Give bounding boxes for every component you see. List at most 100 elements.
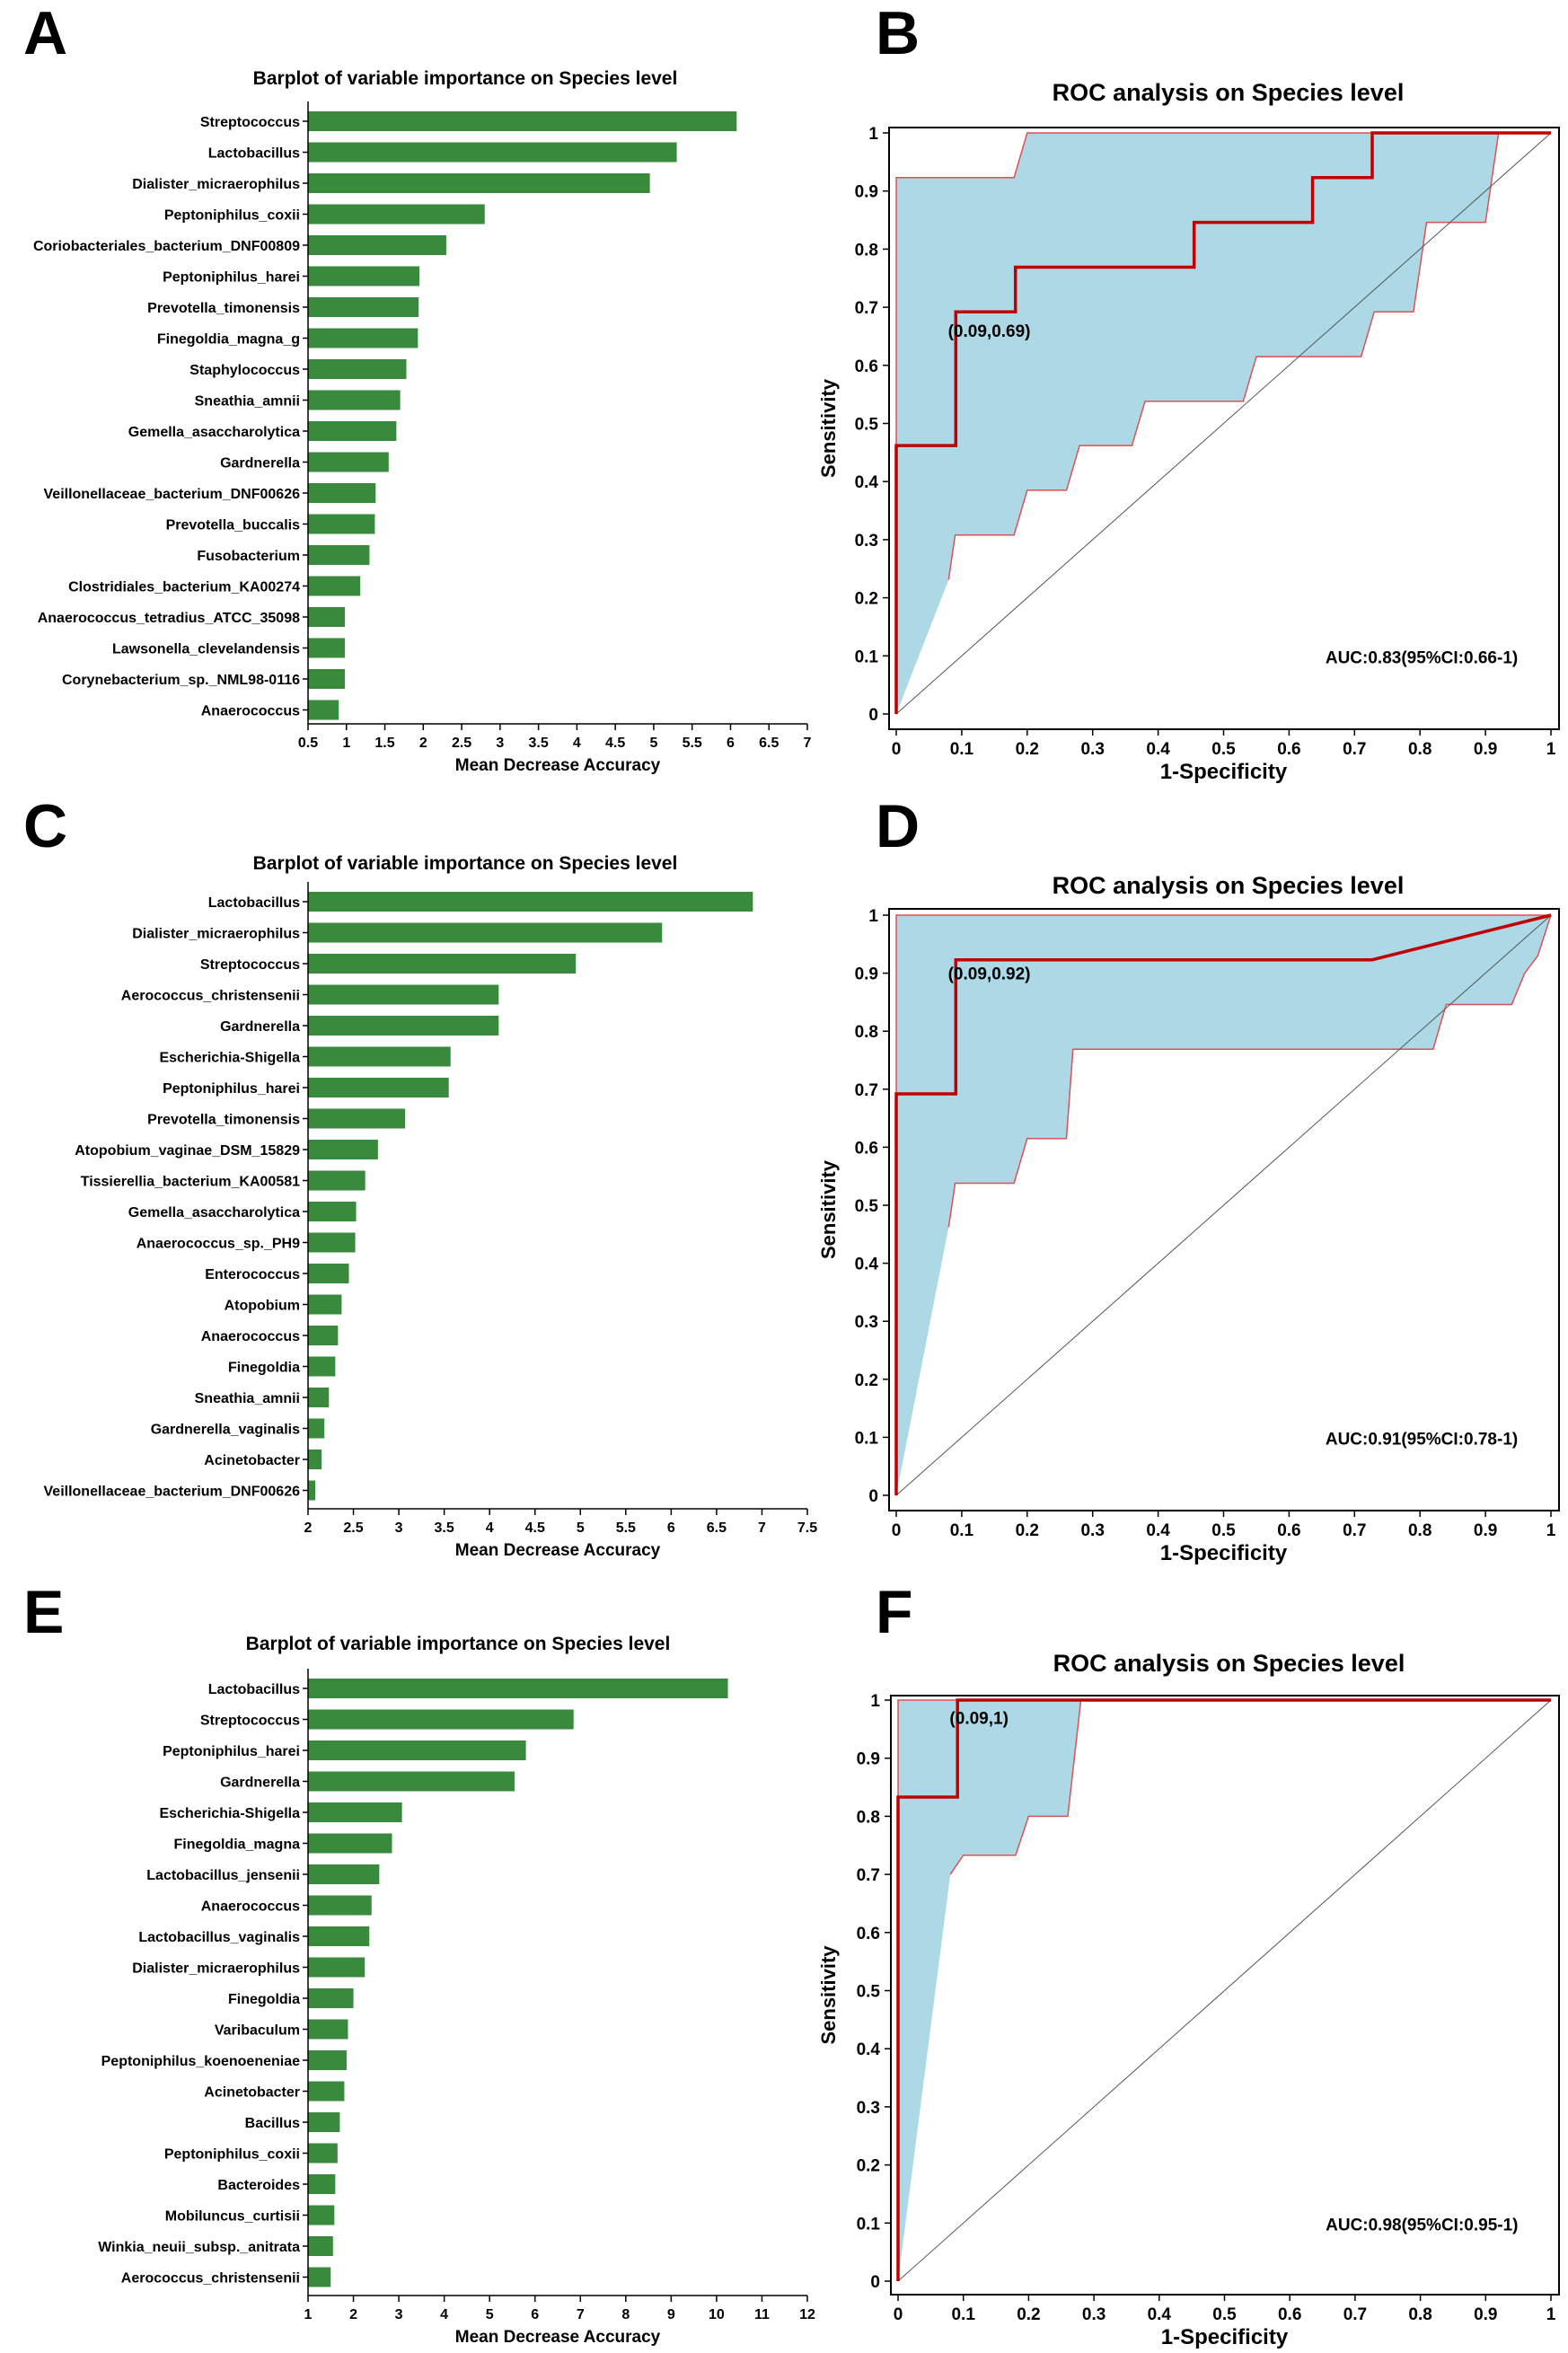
x-tick-label: 0.1 xyxy=(950,740,974,759)
bar xyxy=(308,576,361,596)
bar xyxy=(308,2174,336,2194)
ci-band xyxy=(896,915,1551,1495)
y-tick-label: 0.6 xyxy=(855,1139,878,1158)
bar xyxy=(308,545,370,565)
y-tick-label: 0.6 xyxy=(855,357,878,376)
bar xyxy=(308,1016,499,1035)
diagonal-line xyxy=(895,132,1552,715)
x-tick-label: 0.4 xyxy=(1146,740,1170,759)
x-tick-label: 0 xyxy=(892,1521,902,1540)
bar xyxy=(308,1140,378,1159)
x-tick-label: 0.2 xyxy=(1017,2305,1040,2324)
category-label: Peptoniphilus_coxii xyxy=(164,208,300,224)
bar xyxy=(308,1078,449,1097)
y-tick-label: 1 xyxy=(868,125,878,144)
y-tick-label: 0.9 xyxy=(855,965,878,984)
category-label: Prevotella_timonensis xyxy=(147,1113,300,1128)
category-label: Gemella_asaccharolytica xyxy=(128,1205,300,1221)
y-tick-label: 0.7 xyxy=(857,1866,880,1885)
x-axis-label: 1-Specificity xyxy=(1160,1541,1288,1565)
x-axis-label: Mean Decrease Accuracy xyxy=(455,756,661,775)
bar xyxy=(308,2267,331,2287)
y-tick-label: 0.1 xyxy=(857,2215,881,2234)
category-label: Anaerococcus xyxy=(201,704,300,719)
y-axis-label: Sensitivity xyxy=(817,1159,840,1259)
x-tick-label: 6 xyxy=(531,2307,539,2322)
category-label: Tissierellia_bacterium_KA00581 xyxy=(81,1175,300,1190)
bar xyxy=(308,235,446,255)
x-tick-label: 0.6 xyxy=(1277,740,1300,759)
category-label: Dialister_micraerophilus xyxy=(132,927,300,942)
y-tick-label: 0.2 xyxy=(855,590,878,609)
category-label: Lactobacillus xyxy=(208,895,300,911)
y-tick-label: 1 xyxy=(870,1692,880,1711)
x-tick-label: 0.3 xyxy=(1082,2305,1106,2324)
x-tick-label: 0.8 xyxy=(1408,1521,1431,1540)
bar xyxy=(308,452,389,472)
category-label: Gardnerella xyxy=(220,1019,300,1035)
category-label: Bacteroides xyxy=(217,2178,300,2193)
y-tick-label: 0 xyxy=(870,2273,880,2292)
bar xyxy=(308,1741,526,1760)
category-label: Peptoniphilus_koenoeneniae xyxy=(101,2054,300,2069)
x-tick-label: 0 xyxy=(894,2305,903,2324)
category-label: Veillonellaceae_bacterium_DNF00626 xyxy=(44,487,301,502)
x-tick-label: 0.6 xyxy=(1278,2305,1301,2324)
category-label: Finegoldia xyxy=(228,1361,300,1376)
category-label: Aerococcus_christensenii xyxy=(121,2271,300,2287)
x-tick-label: 0.8 xyxy=(1408,2305,1431,2324)
roc-b: ROC analysis on Species level 00 0.1 0.1 0.2… xyxy=(817,79,1560,784)
barplot-e: Barplot of variable importance on Specie… xyxy=(98,1634,815,2347)
category-label: Gemella_asaccharolytica xyxy=(128,425,300,440)
bar xyxy=(308,1833,392,1854)
roc-curve xyxy=(894,913,1552,1495)
chart-title: Barplot of variable importance on Specie… xyxy=(253,853,678,874)
category-label: Atopobium_vaginae_DSM_15829 xyxy=(75,1143,300,1159)
x-tick-label: 0.9 xyxy=(1474,1521,1497,1540)
x-tick-label: 1 xyxy=(1546,1521,1556,1540)
x-tick-label: 1 xyxy=(342,736,350,751)
ci-lower-line xyxy=(947,132,1500,580)
bar xyxy=(308,1957,366,1978)
category-label: Escherichia-Shigella xyxy=(159,1051,300,1066)
category-label: Anaerococcus xyxy=(201,1329,300,1344)
category-label: Acinetobacter xyxy=(204,1453,300,1468)
category-label: Streptococcus xyxy=(200,957,300,973)
cutoff-annotation: (0.09,0.69) xyxy=(948,322,1031,341)
x-tick-label: 1 xyxy=(1546,740,1556,759)
panel-label-d: D xyxy=(876,792,920,860)
category-label: Prevotella_timonensis xyxy=(147,301,300,316)
y-tick-label: 0.5 xyxy=(855,416,879,435)
bar xyxy=(308,2081,345,2102)
category-label: Bacillus xyxy=(245,2116,300,2131)
category-label: Finegoldia_magna_g xyxy=(157,332,300,348)
x-tick-label: 2 xyxy=(304,1520,313,1536)
x-tick-label: 11 xyxy=(754,2307,770,2322)
cutoff-annotation: (0.09,0.92) xyxy=(948,965,1031,984)
bar xyxy=(308,421,397,441)
x-tick-label: 0.2 xyxy=(1016,1521,1039,1540)
x-tick-label: 3 xyxy=(395,2307,403,2322)
bar xyxy=(308,2236,333,2256)
bar xyxy=(308,1170,366,1191)
y-tick-label: 0.1 xyxy=(855,648,879,666)
bar xyxy=(308,1895,372,1916)
y-tick-label: 0.6 xyxy=(857,1925,880,1943)
category-label: Finegoldia_magna xyxy=(174,1837,301,1853)
x-tick-label: 3.5 xyxy=(528,736,548,751)
x-tick-label: 2.5 xyxy=(343,1520,363,1536)
chart-title: ROC analysis on Species level xyxy=(1053,872,1405,899)
x-tick-label: 10 xyxy=(709,2307,725,2322)
x-tick-label: 0.1 xyxy=(950,1521,974,1540)
bar xyxy=(308,1679,728,1698)
x-tick-label: 4 xyxy=(486,1520,494,1536)
category-label: Lactobacillus_vaginalis xyxy=(138,1930,300,1945)
bar xyxy=(308,1864,380,1884)
x-tick-label: 0.7 xyxy=(1343,2305,1367,2324)
category-label: Anaerococcus xyxy=(201,1899,300,1915)
x-tick-label: 2.5 xyxy=(452,736,471,751)
y-tick-label: 0.8 xyxy=(857,1808,880,1827)
roc-curve xyxy=(896,1698,1551,2281)
category-label: Streptococcus xyxy=(200,115,300,130)
x-tick-label: 5 xyxy=(577,1520,585,1536)
